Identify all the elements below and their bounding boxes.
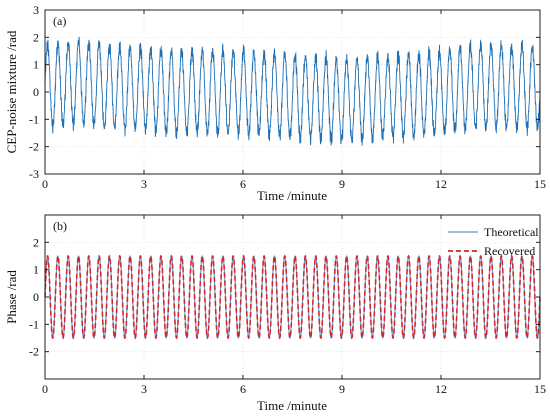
series-cep-noise-mixture: [44, 36, 541, 146]
y-tick-label: -2: [29, 345, 39, 359]
grid-a: [45, 10, 540, 174]
y-axis-label-b: Phase /rad: [4, 270, 19, 324]
x-tick-label: 3: [141, 382, 147, 396]
y-tick-label: 0: [33, 85, 39, 99]
y-tick-label: 1: [33, 58, 39, 72]
y-tick-label: 2: [33, 235, 39, 249]
x-tick-label: 6: [240, 382, 246, 396]
y-tick-label: -1: [29, 112, 39, 126]
x-tick-label: 15: [534, 177, 546, 191]
x-axis-label-b: Time /minute: [257, 398, 327, 413]
panel-label-a: (a): [53, 14, 66, 28]
legend-label-theoretical: Theoretical: [484, 225, 539, 239]
x-tick-label: 0: [42, 177, 48, 191]
y-tick-label: 1: [33, 263, 39, 277]
panel-label-b: (b): [53, 219, 67, 233]
legend: Theoretical Recovered: [448, 225, 539, 258]
y-axis-label-a: CEP-noise mixture /rad: [4, 30, 19, 153]
y-tick-label: 2: [33, 30, 39, 44]
y-tick-label: 3: [33, 3, 39, 17]
x-tick-label: 15: [534, 382, 546, 396]
x-tick-label: 0: [42, 382, 48, 396]
x-tick-label: 12: [435, 382, 447, 396]
y-tick-label: -3: [29, 167, 39, 181]
x-tick-label: 12: [435, 177, 447, 191]
grid-b: [45, 215, 540, 379]
series-recovered: [44, 254, 541, 340]
y-tick-label: 0: [33, 290, 39, 304]
x-tick-label: 9: [339, 382, 345, 396]
y-tick-label: -2: [29, 140, 39, 154]
legend-label-recovered: Recovered: [484, 244, 535, 258]
x-tick-label: 3: [141, 177, 147, 191]
x-tick-label: 9: [339, 177, 345, 191]
y-tick-label: -1: [29, 317, 39, 331]
x-tick-label: 6: [240, 177, 246, 191]
x-axis-label-a: Time /minute: [257, 188, 327, 203]
